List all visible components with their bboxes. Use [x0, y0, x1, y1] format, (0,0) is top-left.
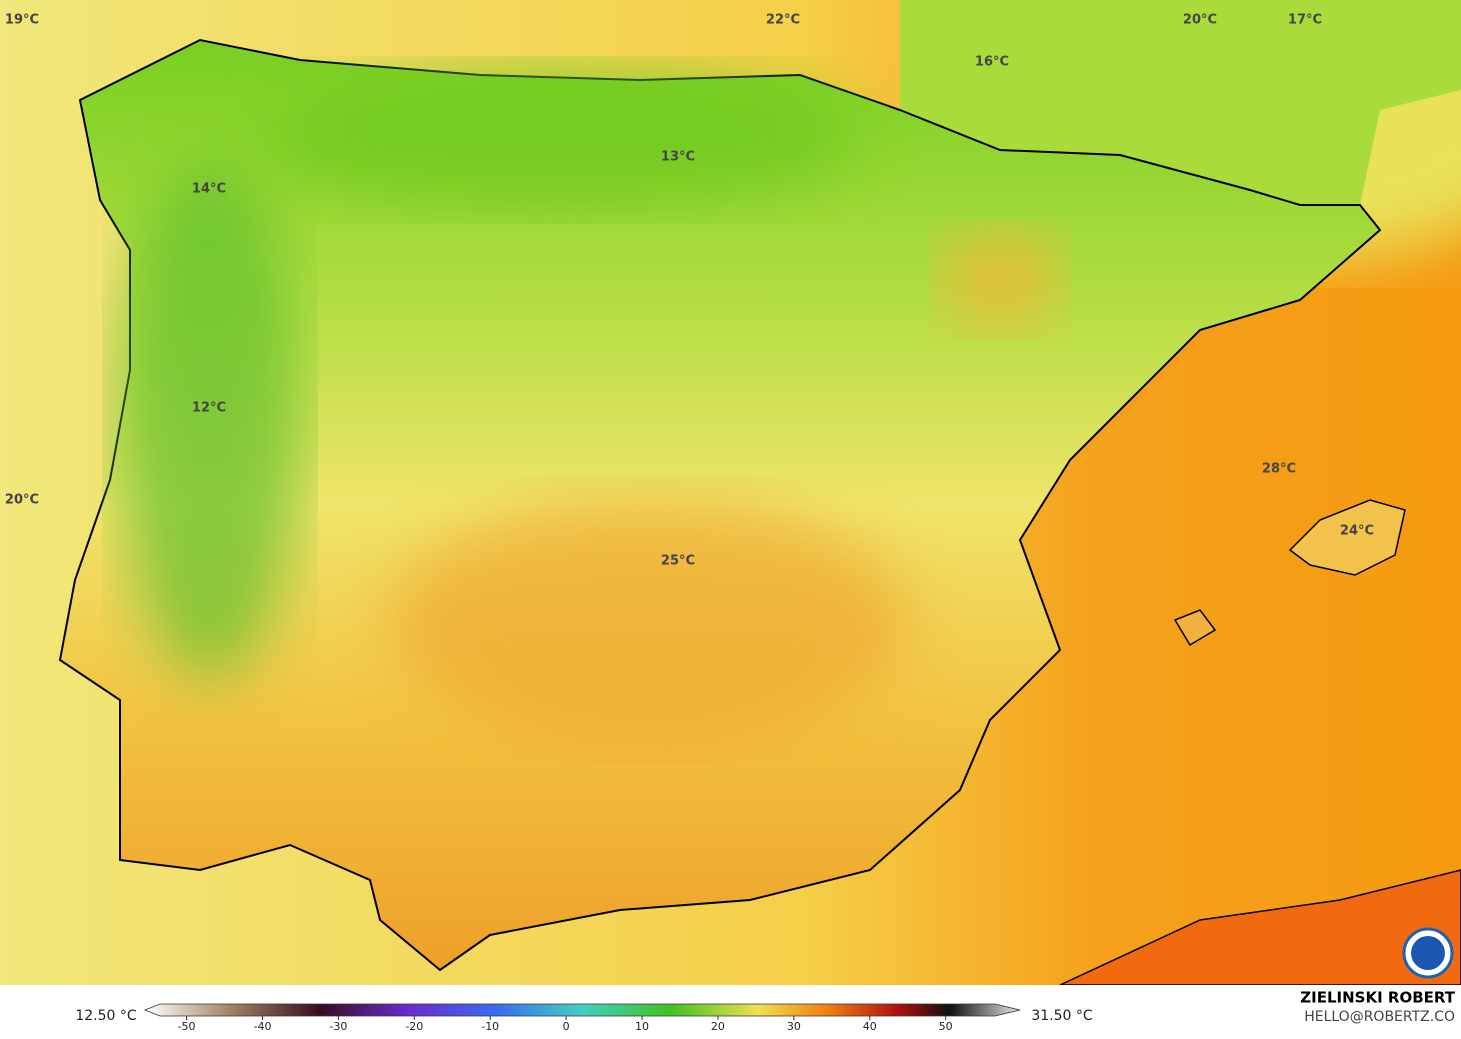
temperature-label: 12°C: [192, 401, 226, 416]
colorbar-tick-label: 20: [711, 1020, 725, 1033]
legend-min: 12.50 °C: [75, 1008, 137, 1024]
temperature-label: 25°C: [661, 554, 695, 569]
colorbar-tick-label: -50: [178, 1020, 196, 1033]
temperature-label: 16°C: [975, 55, 1009, 70]
credit-name: ZIELINSKI ROBERT: [1300, 989, 1455, 1007]
colorbar-tick-label: -40: [253, 1020, 271, 1033]
temperature-label: 20°C: [1183, 13, 1217, 28]
temperature-label: 13°C: [661, 150, 695, 165]
temperature-label: 14°C: [192, 182, 226, 197]
temperature-label: 24°C: [1340, 524, 1374, 539]
temperature-label: 19°C: [5, 13, 39, 28]
colorbar-tick-label: 0: [563, 1020, 570, 1033]
map: [0, 0, 1461, 986]
colorbar-tick-label: 50: [939, 1020, 953, 1033]
temperature-label: 22°C: [766, 13, 800, 28]
colorbar: [143, 1003, 1021, 1017]
colorbar-tick-label: 30: [787, 1020, 801, 1033]
colorbar-tick-label: 10: [635, 1020, 649, 1033]
legend-max: 31.50 °C: [1031, 1008, 1093, 1024]
temperature-label: 28°C: [1262, 462, 1296, 477]
colorbar-tick-label: -20: [405, 1020, 423, 1033]
colorbar-tick-label: 40: [863, 1020, 877, 1033]
temperature-label: 17°C: [1288, 13, 1322, 28]
credit-email: HELLO@ROBERTZ.CO: [1304, 1009, 1455, 1025]
temperature-label: 20°C: [5, 493, 39, 508]
colorbar-tick-label: -30: [329, 1020, 347, 1033]
colorbar-tick-label: -10: [481, 1020, 499, 1033]
